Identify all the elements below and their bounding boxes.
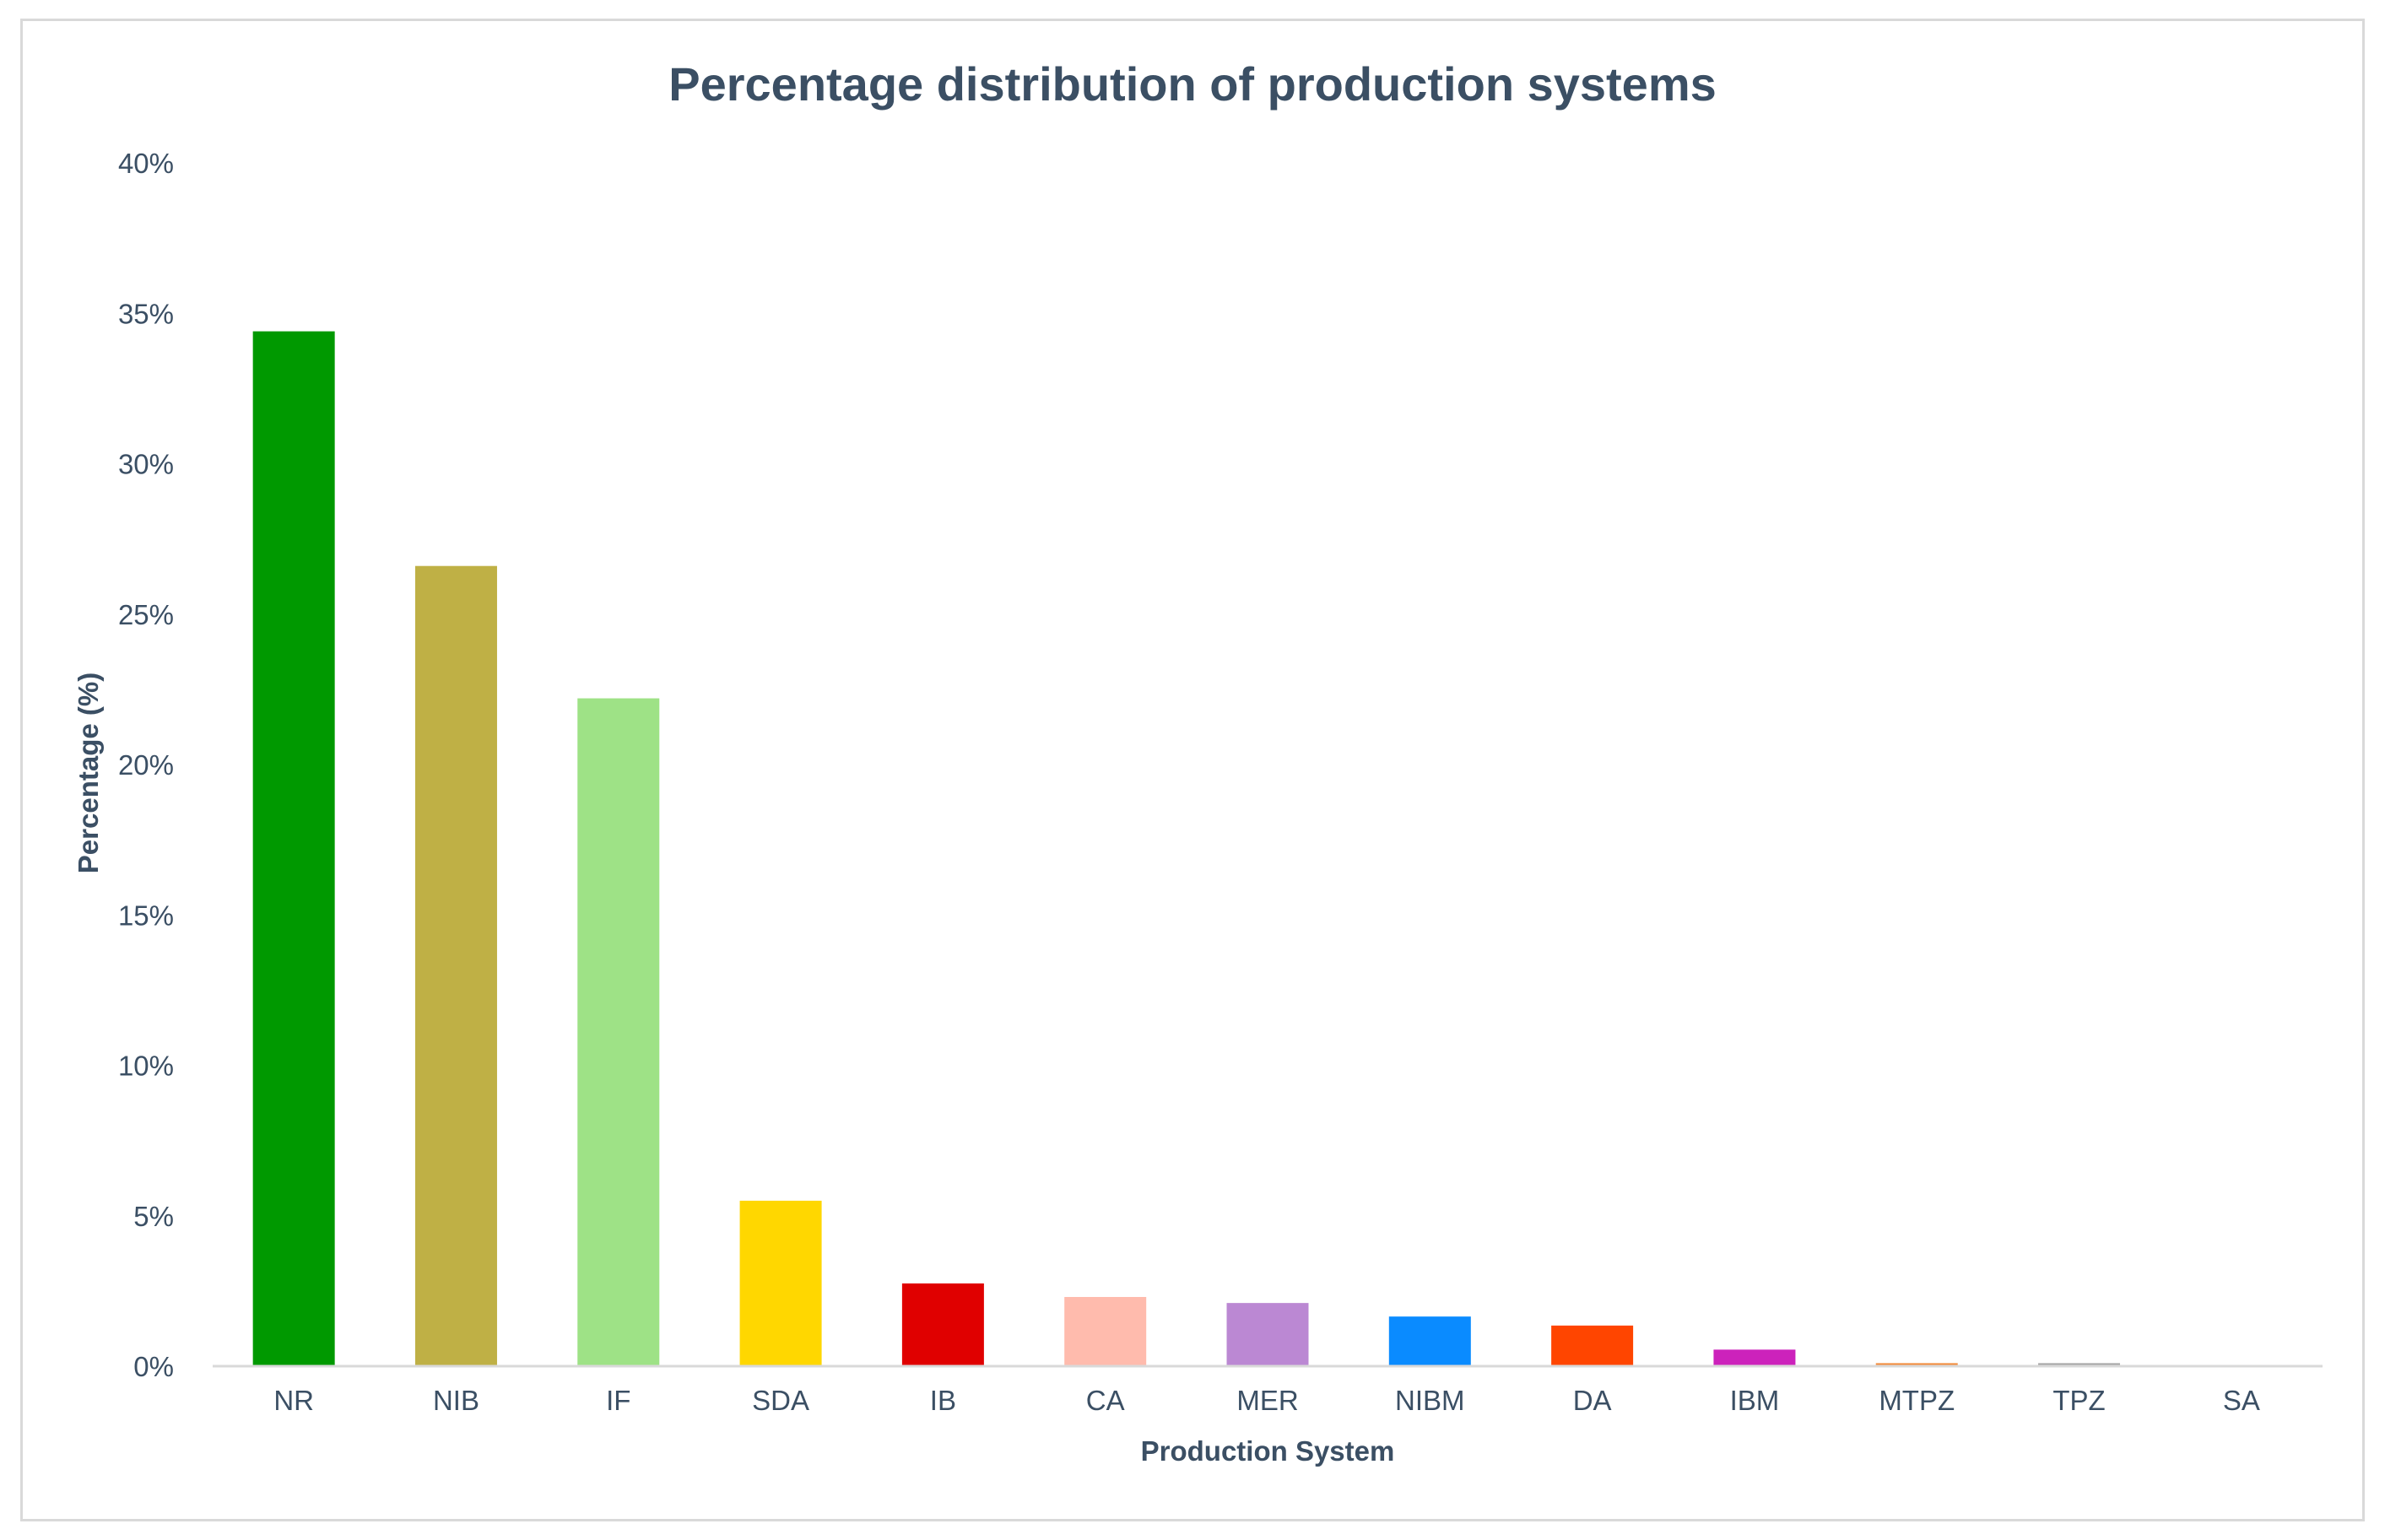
chart-title: Percentage distribution of production sy… (668, 57, 1717, 111)
x-axis-title: Production System (1141, 1435, 1395, 1467)
y-tick-label: 0% (133, 1351, 174, 1382)
x-tick-label: SDA (752, 1385, 809, 1416)
y-tick-label: 35% (118, 298, 174, 329)
bar-nib (414, 565, 497, 1366)
y-tick-label: 30% (118, 449, 174, 480)
bar-sda (739, 1200, 822, 1366)
x-tick-label: TPZ (2052, 1385, 2105, 1416)
bar-ca (1064, 1297, 1147, 1366)
chart-frame (20, 19, 2365, 1521)
bar-da (1551, 1325, 1634, 1366)
x-tick-label: NR (273, 1385, 314, 1416)
x-tick-label: NIBM (1395, 1385, 1465, 1416)
y-axis-ticks: 0% 5% 10% 15% 20% 25% 30% 35% 40% (118, 148, 174, 1382)
bar-tpz (2038, 1363, 2121, 1366)
x-tick-label: IB (930, 1385, 956, 1416)
y-tick-label: 25% (118, 599, 174, 630)
bar-mtpz (1875, 1363, 1958, 1366)
bar-nr (252, 331, 335, 1366)
x-tick-label: MTPZ (1879, 1385, 1955, 1416)
y-tick-label: 20% (118, 749, 174, 781)
y-axis-title: Percentage (%) (73, 673, 104, 873)
y-tick-label: 10% (118, 1051, 174, 1082)
bar-if (577, 698, 660, 1366)
bar-nibm (1388, 1316, 1471, 1366)
x-tick-label: CA (1086, 1385, 1125, 1416)
bar-mer (1226, 1303, 1309, 1366)
x-axis-ticks: NR NIB IF SDA IB CA MER NIBM DA IBM MTPZ TPZ SA (273, 1385, 2260, 1416)
x-tick-label: NIB (433, 1385, 479, 1416)
x-tick-label: IBM (1730, 1385, 1780, 1416)
bar-ibm (1713, 1349, 1796, 1366)
y-tick-label: 5% (133, 1201, 174, 1232)
x-tick-label: SA (2223, 1385, 2260, 1416)
x-tick-label: MER (1236, 1385, 1298, 1416)
bar-ib (901, 1283, 984, 1366)
x-tick-label: IF (606, 1385, 630, 1416)
x-tick-label: DA (1573, 1385, 1612, 1416)
y-tick-label: 15% (118, 900, 174, 931)
bars-group (252, 331, 2121, 1366)
y-tick-label: 40% (118, 148, 174, 179)
